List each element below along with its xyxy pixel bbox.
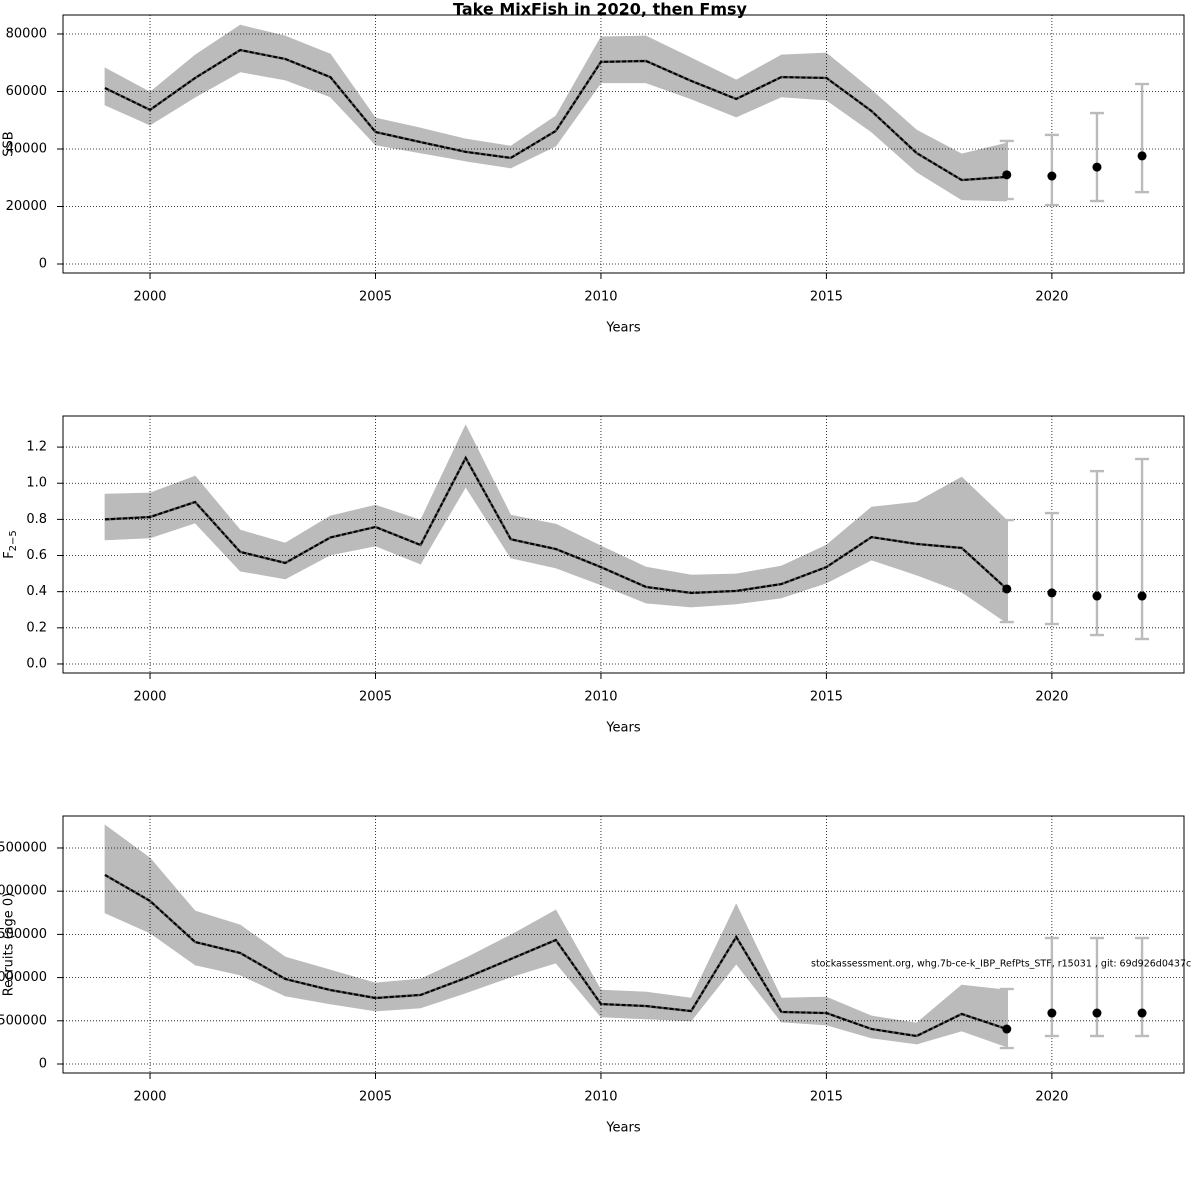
confidence-band [330,504,376,556]
plot-frame [62,14,1185,274]
x-tick-label: 2000 [133,690,166,705]
y-tick-label: 0.8 [26,512,47,527]
confidence-band [961,142,1008,202]
y-axis-label: SSB [2,131,17,156]
x-tick-label: 2005 [359,290,392,305]
x-axis-label: Years [605,321,641,336]
confidence-band [781,544,827,599]
point [1047,588,1057,598]
confidence-band [149,857,196,966]
confidence-band [555,908,602,1018]
point [1047,1008,1057,1018]
x-tick-label: 2005 [359,690,392,705]
x-tick-label: 2020 [1035,1090,1068,1105]
confidence-band [961,476,1008,624]
line [104,49,1007,182]
confidence-band [826,52,872,133]
confidence-band [375,117,421,154]
y-tick-label: 1.2 [26,440,47,455]
confidence-band [735,903,782,1023]
x-tick-label: 2015 [810,1090,843,1105]
annotation: stockassessment.org, whg.7b-ce-k_IBP_Ref… [811,959,1191,970]
x-tick-label: 2000 [133,1090,166,1105]
confidence-band [375,504,421,565]
confidence-band [465,424,512,560]
confidence-band [690,903,737,1022]
confidence-band [916,476,962,593]
y-tick-label: 1.0 [26,476,47,491]
point [1092,1008,1102,1018]
x-tick-label: 2010 [584,1090,617,1105]
x-tick-label: 2020 [1035,690,1068,705]
x-tick-label: 2010 [584,290,617,305]
x-tick-label: 2015 [810,290,843,305]
y-tick-label: 0.2 [26,620,47,635]
y-tick-label: 80000 [6,26,47,41]
confidence-band [239,924,286,997]
y-tick-label: 0 [39,257,47,272]
confidence-band [104,67,151,126]
confidence-band [149,475,196,539]
y-axis-label: Recruits (age 0) [2,893,17,997]
y-tick-label: 20000 [6,199,47,214]
y-tick-label: 2500000 [0,840,47,855]
confidence-band [420,957,466,1009]
confidence-band [194,24,241,98]
confidence-band [826,996,872,1039]
confidence-band [690,57,737,118]
y-axis-label-subscript: 2−5 [8,530,19,551]
confidence-band [330,53,376,146]
confidence-band [285,515,331,580]
chart-title: Take MixFish in 2020, then Fmsy [453,0,748,19]
y-tick-label: 0 [39,1057,47,1072]
confidence-band [600,545,647,604]
y-tick-label: 0.6 [26,548,47,563]
y-tick-label: 2000000 [0,884,47,899]
x-axis-label: Years [605,721,641,736]
plot-frame [62,815,1185,1074]
point [1137,151,1147,161]
x-tick-label: 2010 [584,690,617,705]
plot-frame [62,415,1185,674]
y-tick-label: 500000 [0,1013,47,1028]
x-tick-label: 2015 [810,690,843,705]
y-axis-label: F2−5 [2,530,20,559]
confidence-band [285,35,331,98]
confidence-band [194,475,241,572]
point [1092,591,1102,601]
y-tick-label: 0.0 [26,656,47,671]
point [1137,1008,1147,1018]
confidence-band [916,984,962,1045]
confidence-band [465,934,512,994]
point [1002,584,1012,594]
y-tick-label: 40000 [6,141,47,156]
confidence-band [645,35,692,100]
x-tick-label: 2020 [1035,290,1068,305]
x-axis-label: Years [605,1121,641,1136]
y-tick-label: 1000000 [0,970,47,985]
confidence-band [149,54,196,126]
y-tick-label: 1500000 [0,927,47,942]
point [1137,591,1147,601]
x-tick-label: 2005 [359,1090,392,1105]
line [104,455,1008,594]
point [1092,162,1102,172]
y-tick-label: 0.4 [26,584,47,599]
confidence-band [826,506,872,584]
y-tick-label: 60000 [6,84,47,99]
point [1002,170,1012,180]
x-tick-label: 2000 [133,290,166,305]
line [104,874,1008,1038]
confidence-band [510,115,557,169]
y-axis-label-main: F [2,551,17,558]
confidence-band [600,35,647,84]
point [1002,1024,1012,1034]
point [1047,171,1057,181]
confidence-band [735,54,782,118]
confidence-band [916,129,962,201]
confidence-band [420,424,466,566]
confidence-band [555,523,602,586]
